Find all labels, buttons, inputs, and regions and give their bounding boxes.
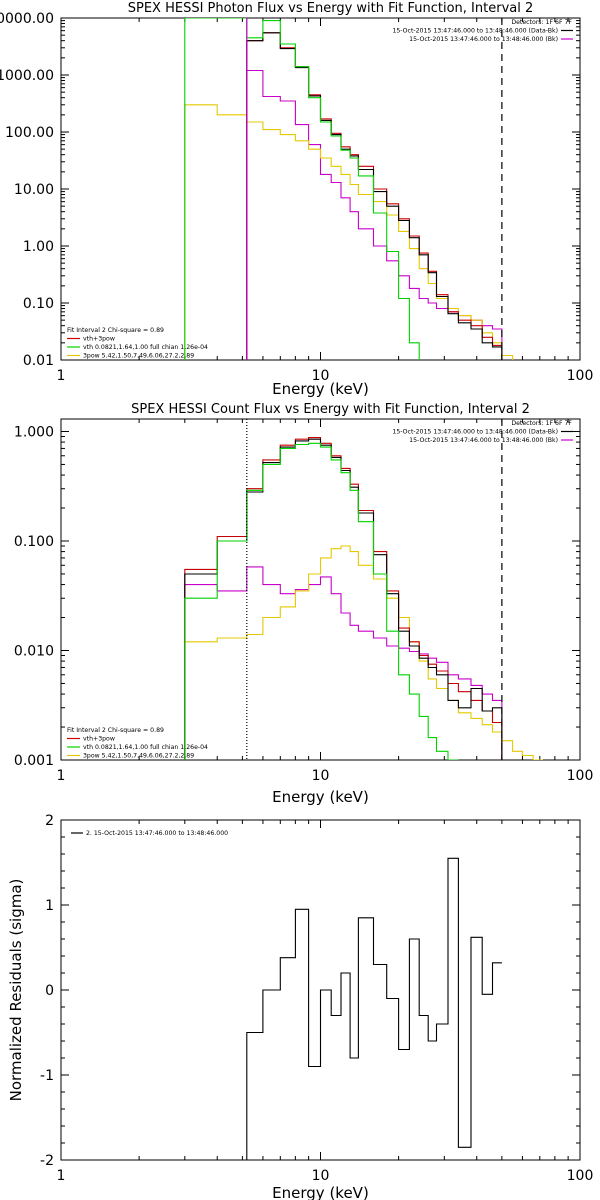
x-tick-label: 1	[57, 368, 66, 384]
y-tick-label: -1	[40, 1068, 54, 1084]
info-line: 15-Oct-2015 13:47:46.000 to 13:48:46.000…	[392, 429, 558, 436]
legend: Fit Interval 2 Chi-square = 0.89 vth+3pow…	[67, 727, 208, 760]
y-tick-label: 0.100	[14, 534, 54, 550]
x-tick-label: 100	[567, 768, 594, 784]
series-line-1	[246, 69, 503, 360]
x-tick-label: 100	[567, 1168, 594, 1184]
legend-entry: Fit Interval 2 Chi-square = 0.89	[67, 327, 164, 334]
legend-entry: Fit Interval 2 Chi-square = 0.89	[67, 727, 164, 734]
series-line-4	[246, 32, 503, 360]
y-tick-label: 0	[45, 983, 54, 999]
y-tick-label: -2	[40, 1153, 54, 1169]
y-tick-label: 0.10	[23, 296, 54, 312]
y-tick-label: 0.01	[23, 353, 54, 369]
chart-panel-3: 1 10 100 -2 -1 0 1 2 Energy (keV) Normalized Resi…	[7, 813, 593, 1200]
info-box: Detectors: 1F 6F 7F 15-Oct-2015 13:47:46.…	[392, 19, 573, 43]
series-line-2	[184, 545, 543, 760]
x-tick-label: 1	[57, 1168, 66, 1184]
legend-entry: 2. 15-Oct-2015 13:47:46.000 to 13:48:46.…	[86, 830, 228, 837]
y-tick-label: 1.00	[23, 239, 54, 255]
chart-title: SPEX HESSI Photon Flux vs Energy with Fi…	[128, 1, 534, 16]
series-group	[246, 857, 502, 1160]
x-tick-label: 10	[312, 1168, 330, 1184]
y-tick-label: 1000.00	[0, 68, 54, 84]
x-axis-label: Energy (keV)	[272, 1184, 369, 1200]
y-tick-label: 2	[45, 813, 54, 829]
x-tick-label: 10	[312, 768, 330, 784]
info-line: 15-Oct-2015 13:47:46.000 to 13:48:46.000…	[392, 28, 558, 35]
series-line-5	[184, 18, 420, 360]
x-axis-label: Energy (keV)	[272, 788, 369, 806]
y-tick-label: 0.010	[14, 643, 54, 659]
series-line-5	[184, 442, 459, 760]
legend: 2. 15-Oct-2015 13:47:46.000 to 13:48:46.…	[71, 830, 228, 837]
series-group	[184, 18, 514, 360]
legend-entry: 3pow 5.42,1.50,7.49,6.06,27.2,2.89	[83, 353, 194, 360]
y-axis-label: Normalized Residuals (sigma)	[7, 879, 25, 1102]
x-axis-label: Energy (keV)	[272, 380, 369, 398]
series-line-3	[184, 437, 503, 760]
info-line: Detectors: 1F 6F 7F	[511, 420, 572, 427]
chart-panel-1: 1 10 100 0.01 0.10 1.00 10.00 100.00 1000.00 1000…	[0, 1, 593, 398]
series-line-3	[246, 32, 503, 360]
legend-entry: vth 0.0821,1.64,1.00 full chian 1.26e-04	[83, 344, 208, 351]
info-line: Detectors: 1F 6F 7F	[511, 19, 572, 26]
y-tick-label: 100.00	[5, 125, 54, 141]
series-group	[184, 437, 543, 760]
series-line-1	[246, 857, 502, 1160]
legend-entry: vth+3pow	[83, 336, 115, 343]
legend: Fit Interval 2 Chi-square = 0.89 vth+3pow…	[67, 327, 208, 360]
y-tick-label: 10000.00	[0, 11, 54, 27]
chart-panel-2: 1 10 100 0.001 0.010 0.100 1.000 SPEX HESSI Cou…	[14, 402, 593, 806]
x-tick-label: 100	[567, 368, 594, 384]
y-tick-label: 0.001	[14, 753, 54, 769]
series-line-4	[184, 438, 503, 760]
series-line-1	[184, 566, 503, 760]
y-tick-label: 1	[45, 898, 54, 914]
legend-entry: vth+3pow	[83, 736, 115, 743]
legend-entry: 3pow 5.42,1.50,7.49,6.06,27.2,2.89	[83, 753, 194, 760]
info-line: 15-Oct-2015 13:47:46.000 to 13:48:46.000…	[409, 36, 558, 43]
y-tick-label: 10.00	[14, 182, 54, 198]
x-tick-label: 1	[57, 768, 66, 784]
info-box: Detectors: 1F 6F 7F 15-Oct-2015 13:47:46.…	[392, 420, 573, 444]
info-line: 15-Oct-2015 13:47:46.000 to 13:48:46.000…	[409, 437, 558, 444]
series-line-2	[184, 104, 514, 360]
y-tick-label: 1.000	[14, 424, 54, 440]
chart-title: SPEX HESSI Count Flux vs Energy with Fit…	[131, 402, 530, 417]
x-tick-label: 10	[312, 368, 330, 384]
legend-entry: vth 0.0821,1.64,1.00 full chian 1.26e-04	[83, 744, 208, 751]
